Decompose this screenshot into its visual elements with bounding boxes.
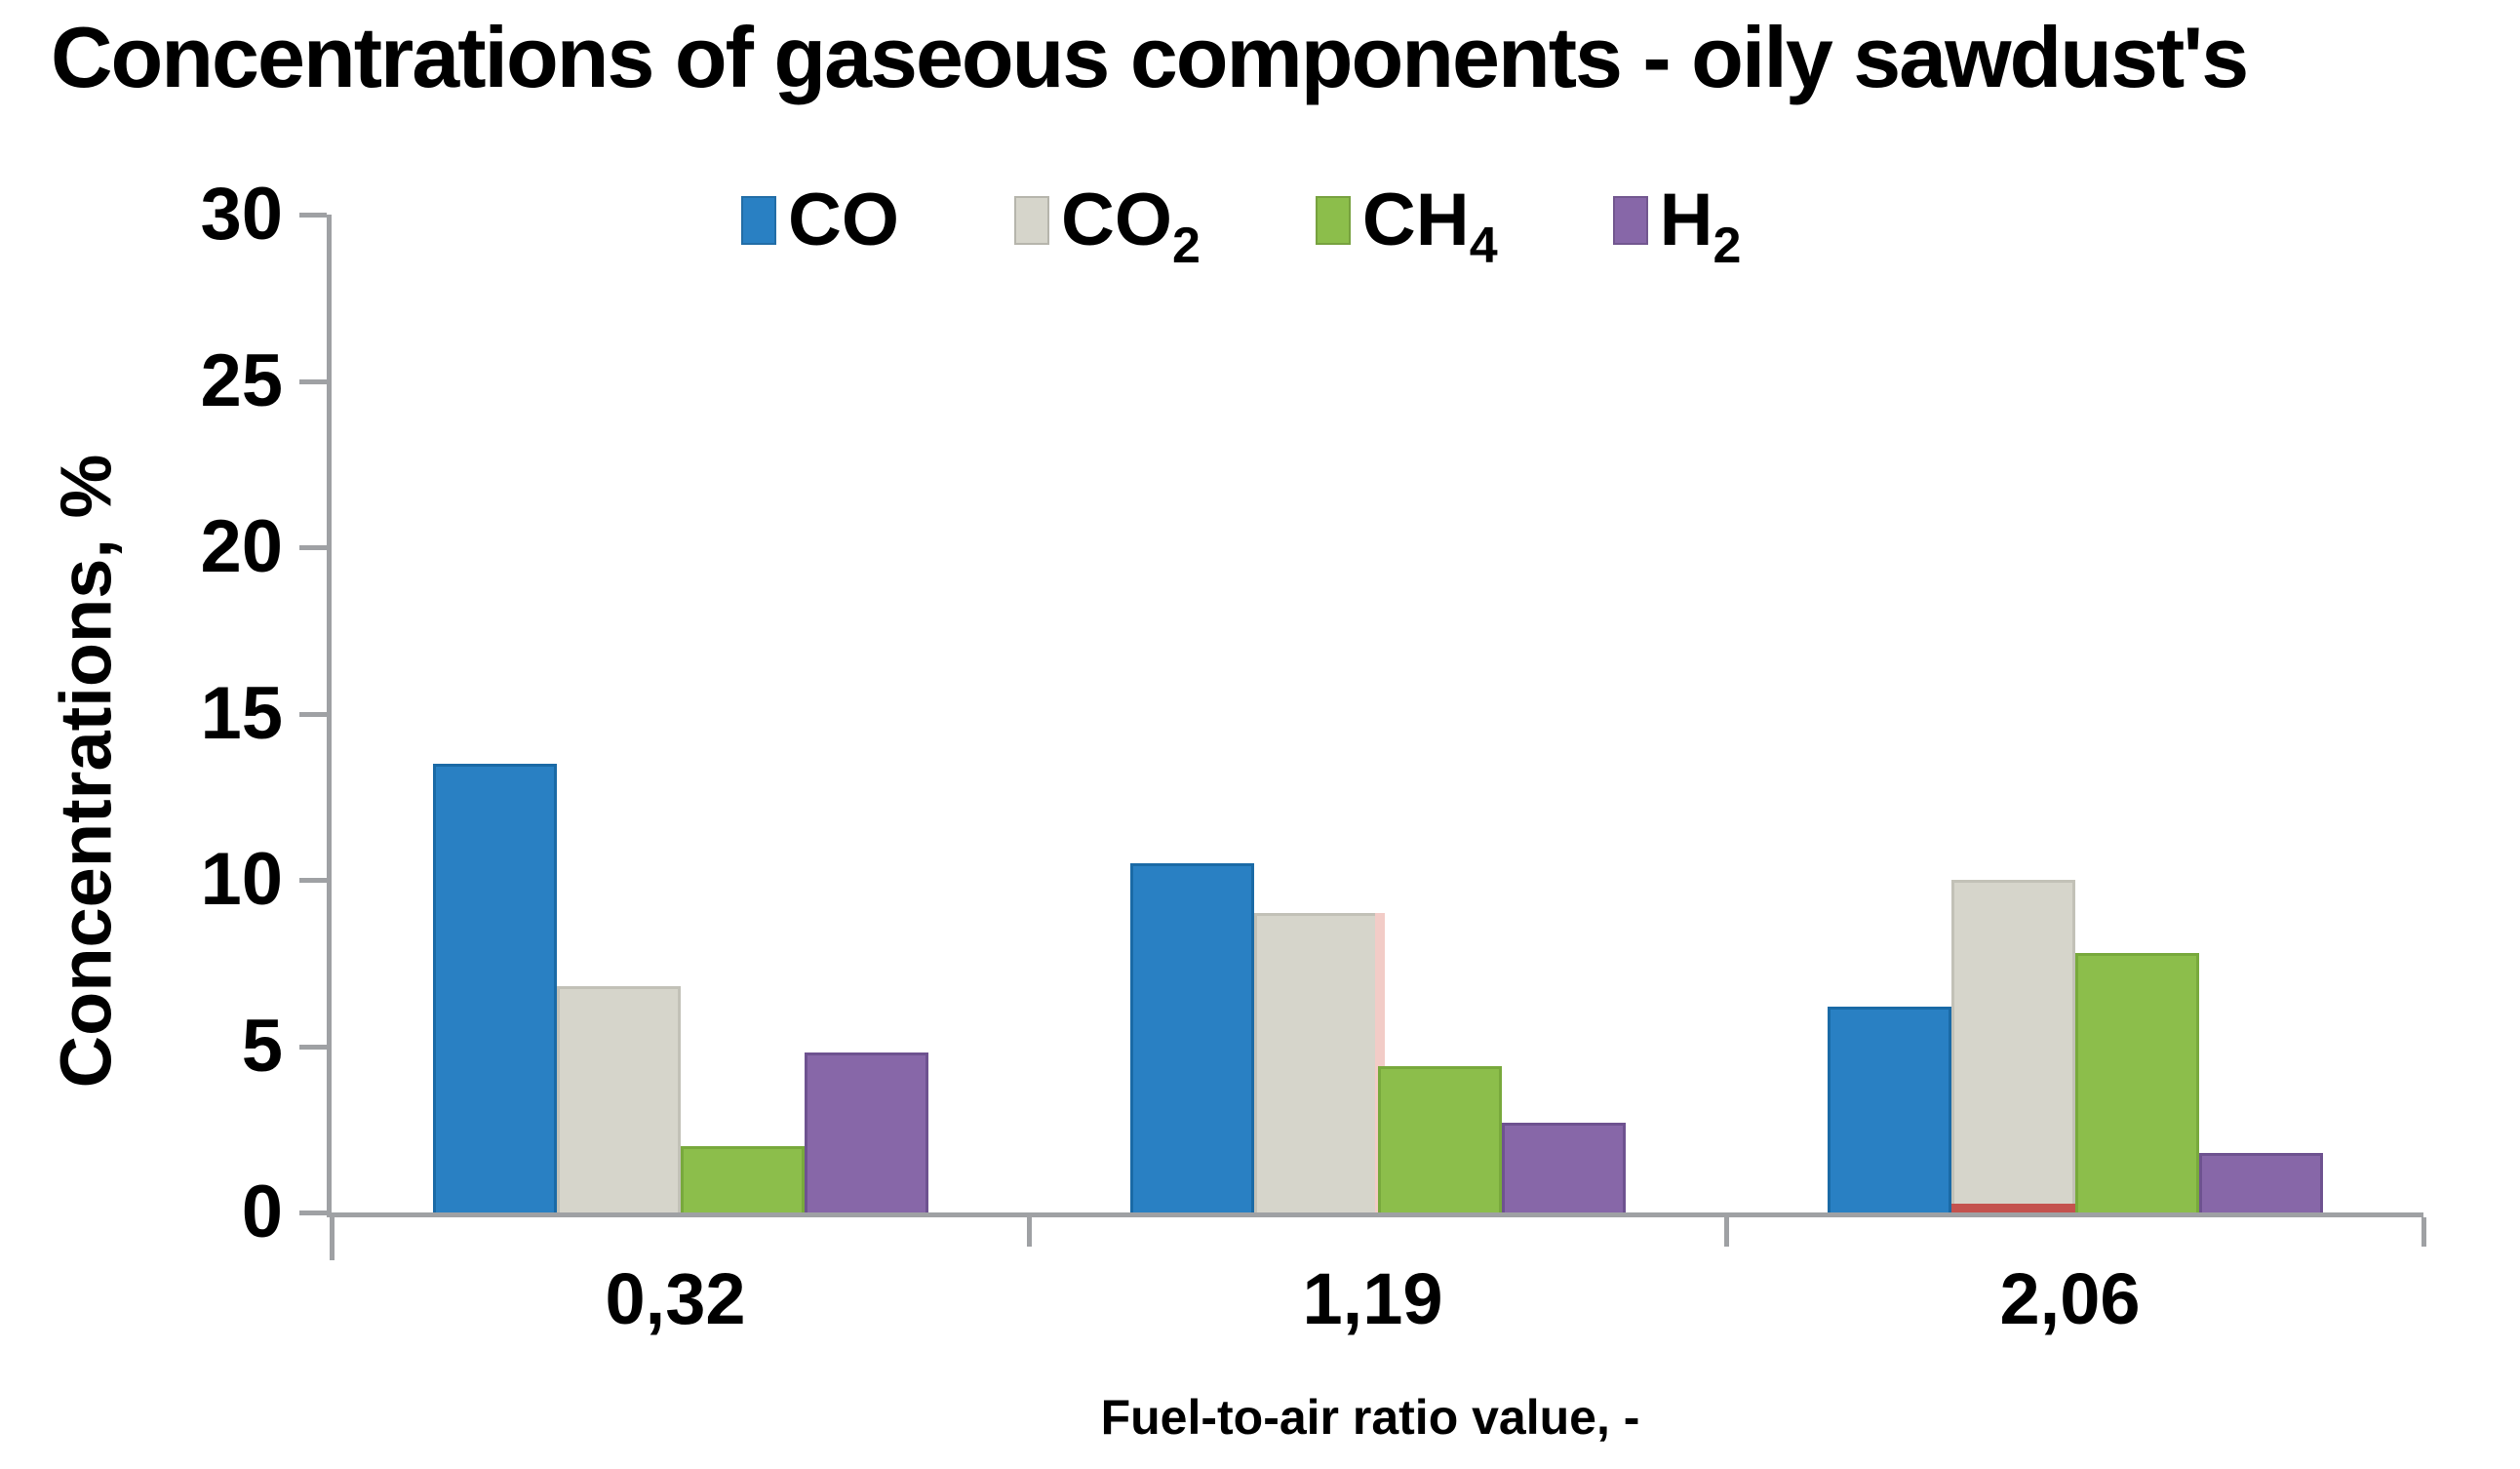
- y-axis-tick: [299, 213, 327, 218]
- x-axis-tick: [1027, 1217, 1032, 1247]
- x-axis-origin-tick: [330, 1217, 335, 1260]
- y-axis-tick: [299, 1211, 327, 1215]
- legend-label-CO2: CO2: [1061, 179, 1201, 274]
- x-category-label-2,06: 2,06: [1999, 1258, 2141, 1339]
- legend-item-H2: H2: [1612, 179, 1742, 274]
- x-axis-title: Fuel-to-air ratio value, -: [1100, 1390, 1640, 1445]
- legend-swatch-CH4: [1315, 196, 1351, 245]
- y-tick-label-25: 25: [200, 338, 283, 422]
- chart-title: Concentrations of gaseous components - o…: [51, 9, 2249, 105]
- legend-item-CO: CO: [741, 183, 899, 258]
- y-tick-label-15: 15: [200, 671, 283, 755]
- x-axis-tick: [2422, 1217, 2426, 1247]
- y-tick-label-20: 20: [200, 505, 283, 588]
- x-category-label-0,32: 0,32: [605, 1258, 746, 1339]
- bar-CH4-0,32: [680, 1145, 805, 1212]
- y-axis-tick: [299, 378, 327, 384]
- y-tick-label-5: 5: [241, 1004, 283, 1088]
- bar-H2-1,19: [1501, 1122, 1626, 1212]
- legend-item-CH4: CH4: [1315, 179, 1498, 274]
- bar-H2-2,06: [2198, 1152, 2323, 1212]
- y-tick-label-30: 30: [200, 173, 283, 256]
- bar-CH4-2,06: [2074, 953, 2199, 1212]
- bar-CO-1,19: [1129, 862, 1254, 1212]
- y-axis-title: Concentrations, %: [45, 454, 127, 1089]
- y-tick-label-10: 10: [200, 838, 283, 921]
- y-axis-tick: [299, 1044, 327, 1050]
- bar-CO2-0,32: [556, 986, 681, 1212]
- legend-label-H2: H2: [1659, 179, 1742, 274]
- pink-sliver-artifact: [1374, 913, 1385, 1212]
- legend-swatch-H2: [1612, 196, 1648, 245]
- chart-legend: CO CO2 CH4 H2: [741, 179, 1742, 274]
- bar-H2-0,32: [804, 1052, 928, 1212]
- y-tick-label-0: 0: [241, 1171, 283, 1253]
- x-category-label-1,19: 1,19: [1302, 1258, 1443, 1339]
- y-axis-tick: [299, 545, 327, 550]
- legend-swatch-CO2: [1014, 196, 1049, 245]
- bar-CO-0,32: [432, 763, 557, 1212]
- y-axis-tick: [299, 711, 327, 717]
- x-axis-tick: [1724, 1217, 1729, 1247]
- bar-CO2-2,06: [1950, 880, 2075, 1212]
- bar-CH4-1,19: [1377, 1065, 1502, 1212]
- bar-CO2-1,19: [1253, 913, 1378, 1212]
- legend-swatch-CO: [741, 196, 776, 245]
- red-strip-artifact: [1950, 1204, 2075, 1212]
- y-axis-tick: [299, 878, 327, 883]
- bar-CO-2,06: [1827, 1006, 1951, 1212]
- plot-area: [299, 213, 2426, 1260]
- legend-item-CO2: CO2: [1014, 179, 1201, 274]
- legend-label-CO: CO: [788, 179, 899, 261]
- legend-label-CH4: CH4: [1361, 179, 1498, 274]
